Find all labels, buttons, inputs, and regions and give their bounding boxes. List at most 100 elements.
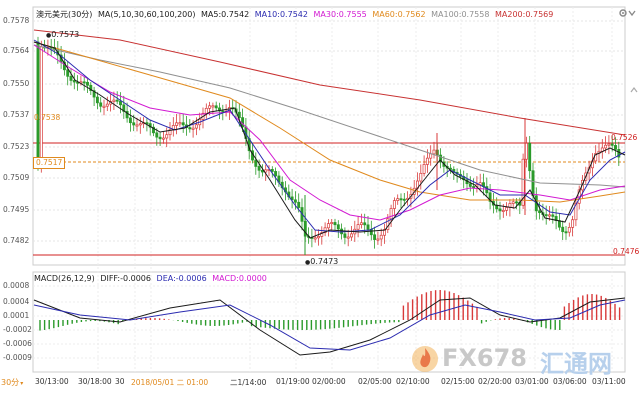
candle-body bbox=[432, 149, 436, 155]
candle-body bbox=[158, 136, 162, 140]
indicator-header: 澳元美元(30分) MA(5,10,30,60,100,200) MA5:0.7… bbox=[36, 10, 553, 20]
diff-value: DIFF:-0.0006 bbox=[100, 274, 151, 283]
dea-value: DEA:-0.0006 bbox=[156, 274, 207, 283]
macd-tick-label: -0.0002 bbox=[3, 325, 32, 334]
candle-body bbox=[610, 143, 614, 146]
candle-body bbox=[402, 198, 406, 201]
macd-tick-label: 0.0001 bbox=[3, 311, 30, 320]
ma10-value: MA10:0.7542 bbox=[254, 10, 308, 19]
time-tick-label: 01/19:00 bbox=[276, 377, 310, 386]
candle-body bbox=[548, 214, 551, 217]
settings-icon[interactable] bbox=[618, 8, 628, 20]
candle-body bbox=[531, 170, 535, 197]
candle-body bbox=[363, 222, 367, 226]
low-price-label: ●0.7473 bbox=[305, 257, 339, 266]
candle-body bbox=[62, 61, 66, 71]
price-tick-label: 0.7578 bbox=[3, 16, 30, 25]
candle-body bbox=[208, 105, 212, 109]
candle-body bbox=[69, 75, 73, 81]
candle-body bbox=[102, 105, 106, 108]
candle-body bbox=[82, 81, 86, 84]
symbol-label: 澳元美元 bbox=[36, 10, 68, 19]
candle-body bbox=[66, 69, 70, 77]
candle-body bbox=[336, 224, 340, 230]
candle-body bbox=[72, 80, 76, 83]
time-tick-label: 30/18:00 bbox=[78, 377, 112, 386]
main-panel-frame bbox=[32, 6, 626, 266]
candle-body bbox=[557, 220, 561, 228]
ma-params: MA(5,10,30,60,100,200) bbox=[97, 10, 196, 19]
time-tick-label: 30 bbox=[115, 377, 125, 386]
ma200-value: MA200:0.7569 bbox=[495, 10, 554, 19]
candle-body bbox=[515, 201, 518, 204]
candle-body bbox=[115, 99, 119, 102]
candle-body bbox=[178, 122, 182, 125]
candle-body bbox=[379, 234, 383, 240]
candle-body bbox=[132, 122, 136, 126]
candle-body bbox=[188, 127, 192, 130]
candle-body bbox=[313, 237, 317, 240]
candle-body bbox=[343, 233, 347, 238]
candle-body bbox=[346, 236, 350, 239]
time-tick-label: 02/05:00 bbox=[358, 377, 392, 386]
time-tick-label: 03/01:00 bbox=[515, 377, 549, 386]
candle-body bbox=[297, 201, 301, 208]
down-arrow-icon[interactable] bbox=[628, 8, 636, 20]
watermark-brand-2: 汇通网 bbox=[540, 350, 612, 378]
candle-body bbox=[161, 137, 165, 140]
period-selector[interactable]: 30分▾ bbox=[1, 378, 24, 387]
candle-body bbox=[320, 232, 324, 237]
candle-body bbox=[561, 226, 565, 233]
ma10-line bbox=[33, 39, 626, 233]
candle-body bbox=[501, 209, 505, 212]
candle-body bbox=[574, 202, 578, 221]
period-label: (30分) bbox=[68, 10, 93, 19]
time-tick-label: 30/13:00 bbox=[35, 377, 69, 386]
candle-body bbox=[36, 41, 40, 165]
candle-body bbox=[112, 99, 116, 102]
price-tick-label: 0.7523 bbox=[3, 142, 30, 151]
candle-body bbox=[376, 238, 380, 241]
candle-body bbox=[425, 157, 429, 165]
candle-body bbox=[389, 208, 393, 220]
candle-body bbox=[524, 142, 528, 160]
candle-body bbox=[333, 222, 337, 226]
candle-body bbox=[498, 208, 502, 212]
fx678-logo bbox=[410, 344, 440, 374]
candle-body bbox=[356, 224, 360, 230]
candle-body bbox=[168, 129, 172, 136]
price-tick-label: 0.7482 bbox=[3, 236, 30, 245]
candle-body bbox=[92, 90, 96, 98]
candle-body bbox=[191, 127, 195, 130]
high-price-label: ●0.7573 bbox=[46, 30, 80, 39]
time-tick-label: 03/06:00 bbox=[553, 377, 587, 386]
ma60-value: MA60:0.7562 bbox=[372, 10, 426, 19]
candle-body bbox=[145, 122, 149, 125]
fx678-flame-icon bbox=[412, 346, 438, 372]
watermark-brand-1: FX678 bbox=[442, 344, 527, 372]
candle-body bbox=[350, 233, 353, 238]
ma5-line bbox=[33, 41, 626, 239]
candle-body bbox=[538, 210, 542, 214]
price-tick-label: 0.7495 bbox=[3, 205, 30, 214]
candle-body bbox=[607, 143, 611, 146]
left-level-1: 0.7538 bbox=[34, 113, 61, 122]
candle-body bbox=[119, 100, 122, 106]
candle-body bbox=[257, 166, 261, 171]
up-arrow-icon[interactable] bbox=[630, 86, 638, 96]
candle-body bbox=[330, 222, 334, 225]
time-tick-label: 2018/05/01 二 01:00 bbox=[131, 378, 209, 387]
candle-body bbox=[181, 122, 185, 126]
candle-body bbox=[396, 198, 400, 201]
left-level-2: 0.7517 bbox=[33, 157, 66, 169]
candle-body bbox=[317, 236, 320, 239]
macd-tick-label: -0.0006 bbox=[3, 339, 32, 348]
candle-body bbox=[214, 105, 218, 109]
ma100-value: MA100:0.7558 bbox=[431, 10, 490, 19]
candle-body bbox=[204, 107, 208, 114]
candle-body bbox=[359, 222, 363, 225]
candle-body bbox=[211, 105, 215, 108]
candle-body bbox=[528, 142, 532, 172]
candle-body bbox=[373, 234, 377, 240]
